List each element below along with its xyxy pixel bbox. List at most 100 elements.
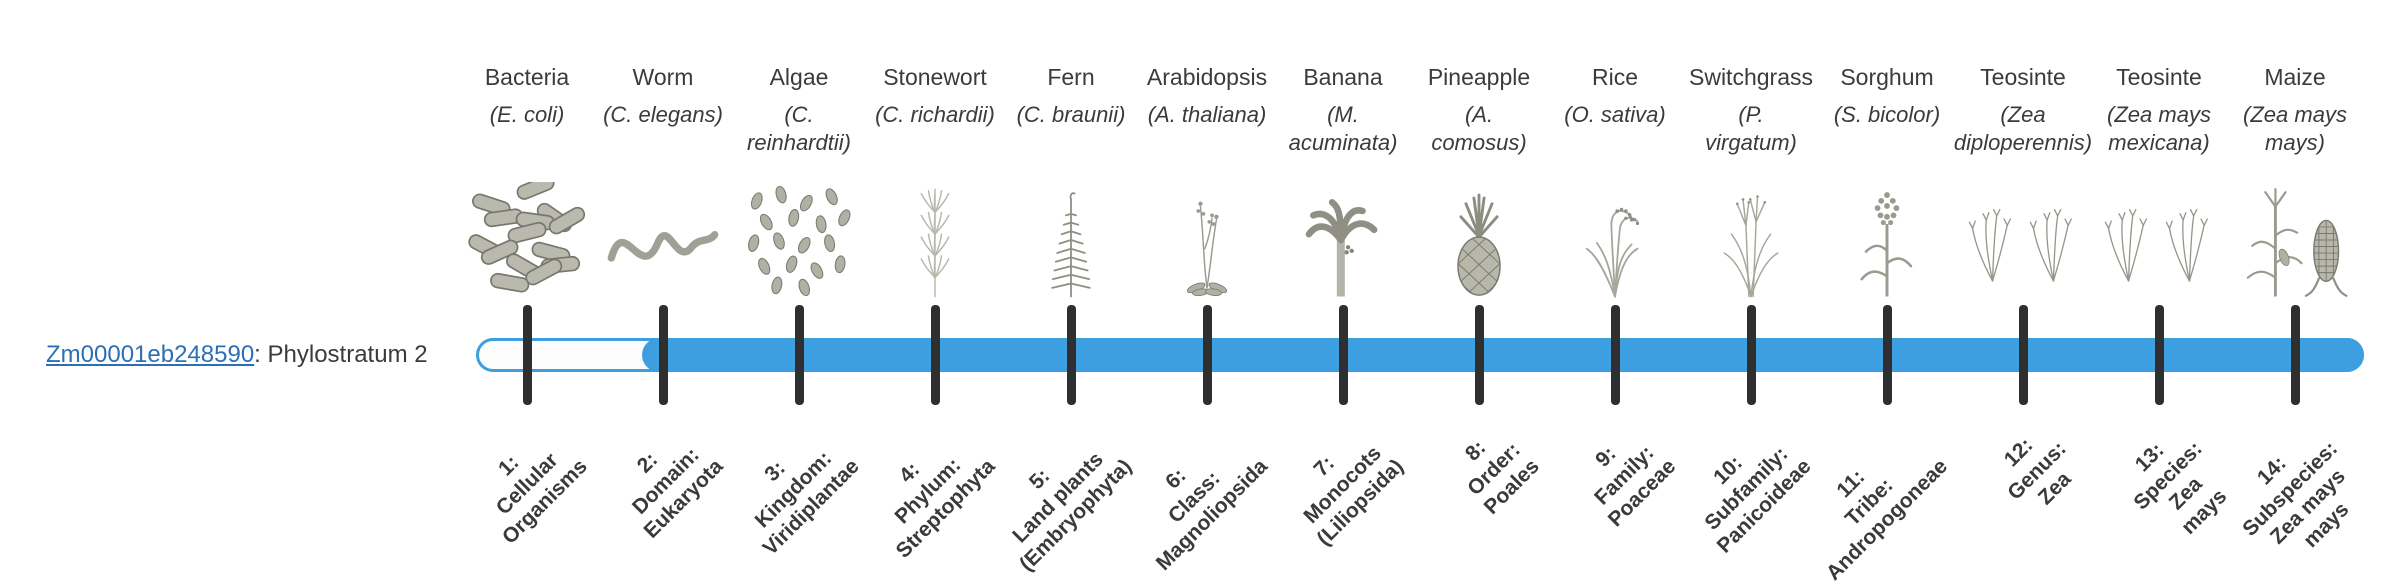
organism-common-name: Bacteria xyxy=(484,64,570,90)
algae-icon xyxy=(736,182,862,298)
phylostratum-tick xyxy=(930,305,940,405)
organism-scientific-name: (C. elegans) xyxy=(603,102,723,127)
arabidopsis-icon xyxy=(1144,182,1270,298)
phylostratum-tick xyxy=(794,305,804,405)
phylostratum-bar-fill xyxy=(642,338,2364,372)
organism-illustration xyxy=(1547,178,1683,298)
organism-column: Algae (C. reinhardtii) 3: Kingdom: Virid… xyxy=(731,0,867,580)
organism-scientific-name: (O. sativa) xyxy=(1564,102,1666,127)
organism-illustration xyxy=(2227,178,2363,298)
phylostratum-tick xyxy=(1746,305,1756,405)
organism-scientific-name: (M. acuminata) xyxy=(1288,102,1398,156)
maize-icon xyxy=(2232,182,2358,298)
organism-scientific-name: (A. thaliana) xyxy=(1147,102,1267,127)
organism-illustration xyxy=(595,178,731,298)
organism-illustration xyxy=(1003,178,1139,298)
organism-common-name: Teosinte xyxy=(1980,64,2066,90)
organism-common-name: Worm xyxy=(632,64,694,90)
organism-column: Teosinte (Zea mays mexicana) 13: Species… xyxy=(2091,0,2231,580)
organism-scientific-name: (Zea mays mays) xyxy=(2243,102,2347,156)
phylostratum-tick xyxy=(1066,305,1076,405)
organism-illustration xyxy=(2091,178,2227,298)
phylostratum-tick xyxy=(2018,305,2028,405)
bacteria-icon xyxy=(464,182,590,298)
phylostratum-label: 13: Species: Zea mays xyxy=(2128,436,2231,539)
organism-scientific-name: (E. coli) xyxy=(489,102,565,127)
organism-scientific-name: (P. virgatum) xyxy=(1705,102,1797,156)
organism-common-name: Rice xyxy=(1591,64,1638,90)
phylostratum-tick xyxy=(1474,305,1484,405)
organism-common-name: Arabidopsis xyxy=(1146,64,1268,90)
organism-column: Sorghum (S. bicolor) 11: Tribe: Andropog… xyxy=(1819,0,1955,585)
organism-common-name: Fern xyxy=(1047,64,1095,90)
phylostratum-label: 8: Order: Poales xyxy=(1461,436,1545,520)
organism-illustration xyxy=(1275,178,1411,298)
organism-scientific-name: (Zea diploperennis) xyxy=(1953,102,2093,156)
organism-column: Bacteria (E. coli) 1: Cellular Organisms xyxy=(459,0,595,580)
phylostratum-label: 2: Domain: Eukaryota xyxy=(628,443,729,543)
phylostratum-tick xyxy=(1338,305,1348,405)
sorghum-icon xyxy=(1824,182,1950,298)
rice-icon xyxy=(1552,182,1678,298)
organism-common-name: Teosinte xyxy=(2116,64,2202,90)
phylostratum-label: 1: Cellular Organisms xyxy=(491,448,593,549)
organism-scientific-name: (A. comosus) xyxy=(1431,102,1527,156)
phylostratum-tick xyxy=(1882,305,1892,405)
organism-common-name: Algae xyxy=(769,64,829,90)
phylostratum-tick xyxy=(1202,305,1212,405)
phylostratum-label: 5: Land plants (Embryophyta) xyxy=(1007,447,1137,576)
phylostratum-label: 14: Subspecies: Zea mays mays xyxy=(2238,436,2354,553)
fern-icon xyxy=(1008,182,1134,298)
organism-common-name: Sorghum xyxy=(1840,64,1934,90)
organism-illustration xyxy=(1683,178,1819,298)
phylostratum-label: 3: Kingdom: Viridiplantae xyxy=(750,446,865,561)
organism-common-name: Banana xyxy=(1303,64,1383,90)
phylostratum-label: 4: Phylum: Streptophyta xyxy=(890,453,1001,563)
phylostratum-tick xyxy=(522,305,532,405)
organism-illustration xyxy=(1411,178,1547,298)
organism-illustration xyxy=(1955,178,2091,298)
organism-column: Switchgrass (P. virgatum) 10: Subfamily:… xyxy=(1683,0,1819,580)
phylostratum-label: 12: Genus: Zea xyxy=(1999,433,2076,510)
teosinte-icon xyxy=(2096,182,2222,298)
organism-scientific-name: (C. braunii) xyxy=(1016,102,1126,127)
organism-illustration xyxy=(1819,178,1955,298)
gene-label: Zm00001eb248590: Phylostratum 2 xyxy=(46,338,428,372)
organism-common-name: Switchgrass xyxy=(1689,64,1813,90)
organism-scientific-name: (C. richardii) xyxy=(875,102,995,127)
worm-icon xyxy=(600,182,726,298)
phylostratum-label: 9: Family: Poaceae xyxy=(1589,440,1681,532)
phylostratum-tick xyxy=(2154,305,2164,405)
pineapple-icon xyxy=(1416,182,1542,298)
organism-common-name: Stonewort xyxy=(883,64,987,90)
phylostratum-label: 6: Class: Magnoliopsida xyxy=(1151,454,1273,576)
organism-column: Arabidopsis (A. thaliana) 6: Class: Magn… xyxy=(1139,0,1275,580)
gene-phylostratum-text: : Phylostratum 2 xyxy=(254,341,428,368)
organism-illustration xyxy=(1139,178,1275,298)
phylostratum-tick xyxy=(658,305,668,405)
organism-column: Fern (C. braunii) 5: Land plants (Embryo… xyxy=(1003,0,1139,580)
organism-common-name: Maize xyxy=(2264,64,2326,90)
organism-scientific-name: (S. bicolor) xyxy=(1833,102,1941,127)
phylostrata-timeline: Bacteria (E. coli) 1: Cellular Organisms… xyxy=(459,0,2363,585)
stonewort-icon xyxy=(872,182,998,298)
organism-illustration xyxy=(731,178,867,298)
phylostratum-tick xyxy=(1610,305,1620,405)
organism-illustration xyxy=(867,178,1003,298)
switchgrass-icon xyxy=(1688,182,1814,298)
phylostratum-label: 7: Monocots (Liliopsida) xyxy=(1299,441,1409,551)
organism-common-name: Pineapple xyxy=(1427,64,1531,90)
teosinte-icon xyxy=(1960,182,2086,298)
banana-icon xyxy=(1280,182,1406,298)
organism-column: Banana (M. acuminata) 7: Monocots (Lilio… xyxy=(1275,0,1411,580)
organism-scientific-name: (Zea mays mexicana) xyxy=(2107,102,2211,156)
organism-illustration xyxy=(459,178,595,298)
organism-column: Rice (O. sativa) 9: Family: Poaceae xyxy=(1547,0,1683,580)
organism-column: Stonewort (C. richardii) 4: Phylum: Stre… xyxy=(867,0,1003,580)
gene-id-link[interactable]: Zm00001eb248590 xyxy=(46,341,255,368)
phylostratum-tick xyxy=(2290,305,2300,405)
organism-column: Teosinte (Zea diploperennis) 12: Genus: … xyxy=(1954,0,2092,580)
organism-scientific-name: (C. reinhardtii) xyxy=(747,102,851,156)
organism-column: Worm (C. elegans) 2: Domain: Eukaryota xyxy=(595,0,731,580)
organism-column: Pineapple (A. comosus) 8: Order: Poales xyxy=(1411,0,1547,580)
